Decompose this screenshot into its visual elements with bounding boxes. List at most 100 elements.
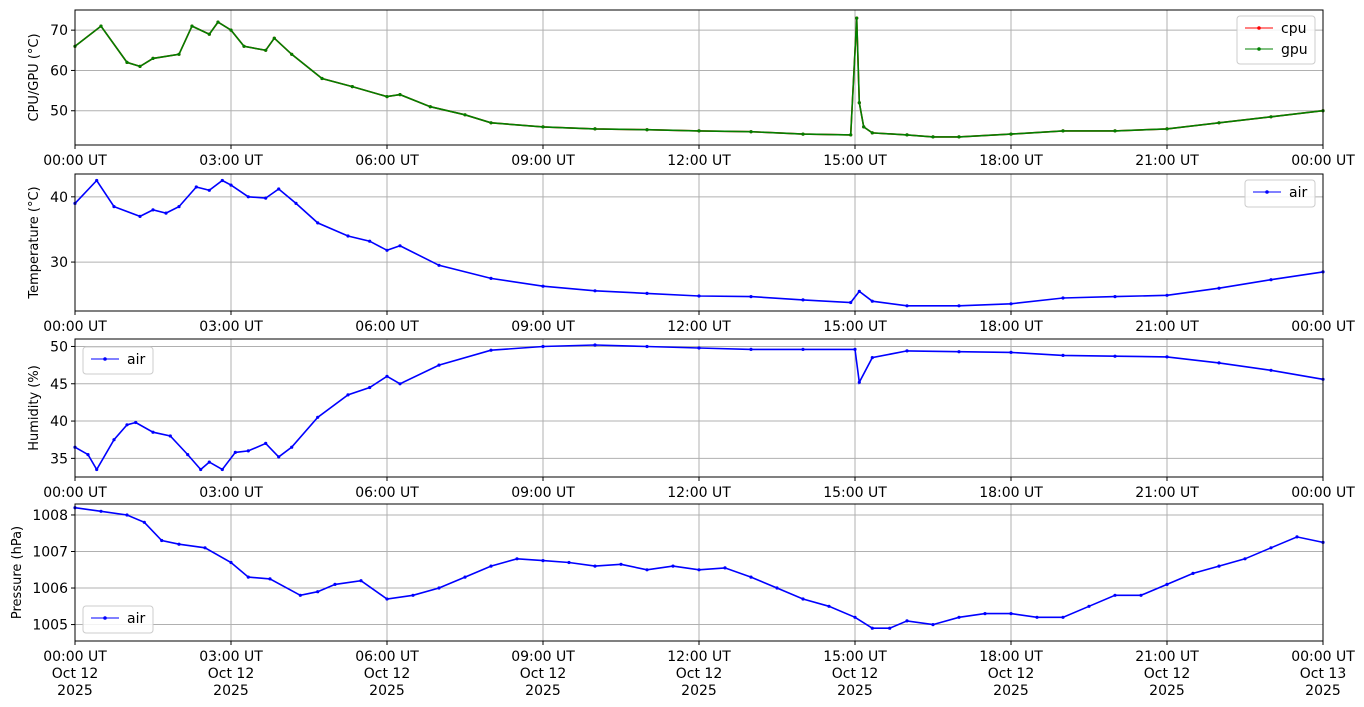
plot-frame [74,338,1324,478]
data-point-gpu [1113,129,1117,133]
data-point-air [1139,593,1143,597]
x-tick-label: 00:00 UT Oct 13 2025 [1291,649,1355,699]
data-point-gpu [1217,121,1221,125]
plot-frame [74,503,1324,642]
data-point-air [1061,296,1065,300]
data-point-air [203,546,207,550]
x-tick-label: 00:00 UT [1291,319,1355,335]
data-point-gpu [385,95,389,99]
x-tick-label: 03:00 UT [199,485,263,501]
data-point-air [463,575,467,579]
data-point-air [541,284,545,288]
data-point-air [1217,564,1221,568]
data-point-air [1009,350,1013,354]
data-point-air [333,582,337,587]
legend-marker-air [103,357,107,361]
x-tick-label: 06:00 UT [355,485,419,501]
data-point-air [870,356,874,360]
x-tick-label: 03:00 UT Oct 12 2025 [199,649,263,699]
plot-frame [74,9,1324,146]
data-point-air [857,380,861,384]
data-point-air [489,564,493,568]
data-point-air [199,467,203,472]
data-point-air [1035,615,1039,619]
x-tick-label: 15:00 UT [823,485,887,501]
legend: air [82,346,154,375]
data-point-air [671,564,675,568]
chart-panel-3: 35 40 45 50 00:00 UT 03:00 UT 06:00 UT 09:00 UT… [27,338,1355,501]
data-point-air [1113,354,1117,358]
data-point-air [151,208,155,212]
data-point-air [316,590,320,594]
data-point-air [138,214,142,218]
x-tick-label: 18:00 UT Oct 12 2025 [979,649,1043,699]
plot-frame [74,173,1324,312]
data-point-air [398,382,402,386]
data-point-air [541,344,545,349]
chart-panel-4: 1005 1006 1007 1008 00:00 UT Oct 12 2025 03:00 … [10,503,1355,699]
data-point-air [1243,557,1247,561]
y-tick-label: 60 [50,63,68,79]
data-point-air [593,343,597,347]
data-point-air [246,449,250,453]
data-point-air [177,542,181,546]
data-point-air [931,623,935,627]
data-point-air [1217,286,1221,290]
data-point-air [853,615,857,619]
data-point-gpu [428,105,432,109]
data-point-air [142,520,146,524]
data-point-air [437,363,441,367]
y-tick-label: 30 [50,255,68,271]
data-point-air [125,423,129,427]
data-point-air [437,586,441,590]
data-point-air [541,559,545,563]
data-point-air [164,211,168,215]
data-point-air [160,538,164,543]
data-point-air [957,304,961,308]
chart-panel-1: 50 60 70 00:00 UT 03:00 UT 06:00 UT 09:00 UT 12… [27,9,1355,169]
data-point-air [86,453,90,457]
x-tick-label: 06:00 UT [355,153,419,169]
data-point-air [645,344,649,349]
data-point-air [220,178,224,183]
x-tick-label: 12:00 UT Oct 12 2025 [667,649,731,699]
data-point-gpu [99,24,103,28]
x-tick-label: 00:00 UT [1291,485,1355,501]
data-point-air [298,593,302,597]
data-point-gpu [593,127,597,131]
data-point-air [290,445,294,449]
data-point-air [1269,278,1273,282]
x-tick-label: 21:00 UT [1135,319,1199,335]
data-point-air [246,195,250,199]
data-point-air [957,350,961,354]
data-point-gpu [801,132,805,136]
data-point-air [853,347,857,351]
x-tick-label: 00:00 UT [43,153,107,169]
series-line-air [74,506,1324,629]
data-point-air [385,248,389,252]
data-point-air [515,557,519,561]
data-point-air [186,453,190,457]
y-tick-label: 40 [50,190,68,206]
data-point-gpu [645,128,649,132]
data-point-gpu [489,121,493,125]
data-point-air [294,201,298,205]
x-tick-label: 18:00 UT [979,319,1043,335]
data-point-gpu [216,20,220,24]
data-point-air [316,415,320,419]
data-point-air [697,346,701,350]
data-point-air [857,289,861,293]
data-point-air [229,183,233,187]
data-point-gpu [1061,129,1065,133]
data-point-air [359,579,363,583]
data-point-air [1269,546,1273,550]
data-point-air [827,604,831,608]
data-point-air [567,560,571,565]
data-point-air [125,513,129,517]
data-point-air [1191,571,1195,576]
y-axis-label: CPU/GPU (°C) [27,33,42,121]
x-tick-label: 21:00 UT [1135,485,1199,501]
data-point-gpu [242,44,246,48]
data-point-air [697,294,701,298]
